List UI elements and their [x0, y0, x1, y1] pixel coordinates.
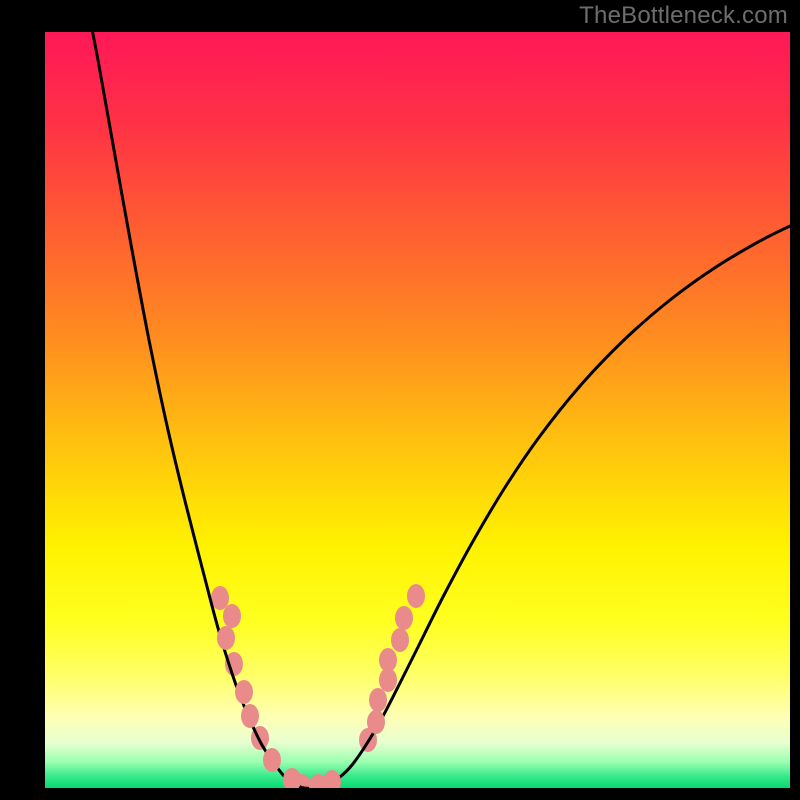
curve-marker	[241, 704, 259, 728]
watermark-text: TheBottleneck.com	[579, 2, 788, 30]
curve-marker	[369, 688, 387, 712]
bottleneck-chart: TheBottleneck.com	[0, 0, 800, 800]
curve-marker	[367, 710, 385, 734]
curve-marker	[379, 648, 397, 672]
curve-marker	[407, 584, 425, 608]
curve-marker	[211, 586, 229, 610]
curve-marker	[391, 628, 409, 652]
plot-background	[45, 32, 790, 788]
curve-marker	[235, 680, 253, 704]
curve-marker	[217, 626, 235, 650]
chart-canvas	[0, 0, 800, 800]
curve-marker	[263, 748, 281, 772]
curve-marker	[395, 606, 413, 630]
curve-marker	[223, 604, 241, 628]
